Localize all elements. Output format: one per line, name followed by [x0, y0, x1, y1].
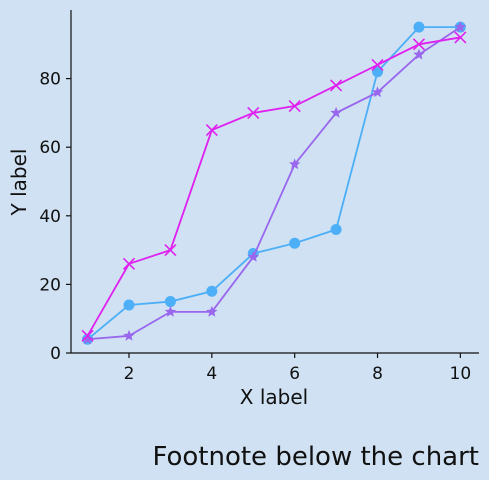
data-point	[122, 257, 136, 270]
data-point	[330, 106, 342, 118]
data-point	[123, 329, 135, 341]
y-tick-label: 60	[39, 138, 61, 158]
data-point	[205, 123, 218, 137]
data-point	[413, 21, 425, 33]
data-point	[247, 250, 259, 262]
data-point	[289, 237, 301, 249]
data-point	[164, 244, 177, 257]
data-point	[412, 38, 426, 51]
x-tick-label: 10	[450, 364, 472, 384]
data-point	[206, 305, 218, 317]
data-point	[81, 329, 94, 342]
x-axis-ticks: 2 4 6 8 10	[124, 353, 472, 384]
data-point	[371, 58, 384, 71]
x-tick-label: 4	[206, 364, 217, 384]
series-1	[82, 21, 466, 345]
y-tick-label: 80	[39, 70, 61, 90]
data-point	[372, 66, 384, 78]
data-point	[247, 106, 260, 119]
x-tick-label: 8	[372, 364, 383, 384]
x-tick-label: 2	[124, 364, 135, 384]
x-tick-label: 6	[289, 364, 300, 384]
series-line	[86, 36, 461, 337]
data-point	[330, 224, 342, 236]
y-tick-label: 20	[39, 275, 61, 295]
y-axis-label: Y label	[7, 149, 31, 217]
data-point	[371, 86, 384, 98]
data-point	[454, 31, 467, 44]
plot-area	[81, 21, 467, 345]
series-3	[81, 31, 467, 342]
data-point	[123, 299, 135, 311]
x-axis-label: X label	[240, 385, 308, 409]
data-point	[164, 296, 176, 308]
series-line	[87, 26, 461, 341]
data-point	[164, 305, 177, 317]
series-line	[86, 26, 461, 340]
data-point	[454, 21, 467, 32]
data-point	[413, 48, 425, 60]
y-tick-label: 40	[39, 207, 61, 227]
data-point	[288, 99, 301, 113]
data-point	[288, 158, 301, 170]
y-tick-label: 0	[50, 344, 61, 364]
footnote: Footnote below the chart	[152, 442, 479, 472]
data-point	[81, 333, 94, 345]
series-2	[81, 21, 467, 345]
data-point	[330, 79, 343, 92]
y-axis-ticks: 0 20 40 60 80	[39, 70, 71, 364]
data-point	[206, 285, 218, 297]
